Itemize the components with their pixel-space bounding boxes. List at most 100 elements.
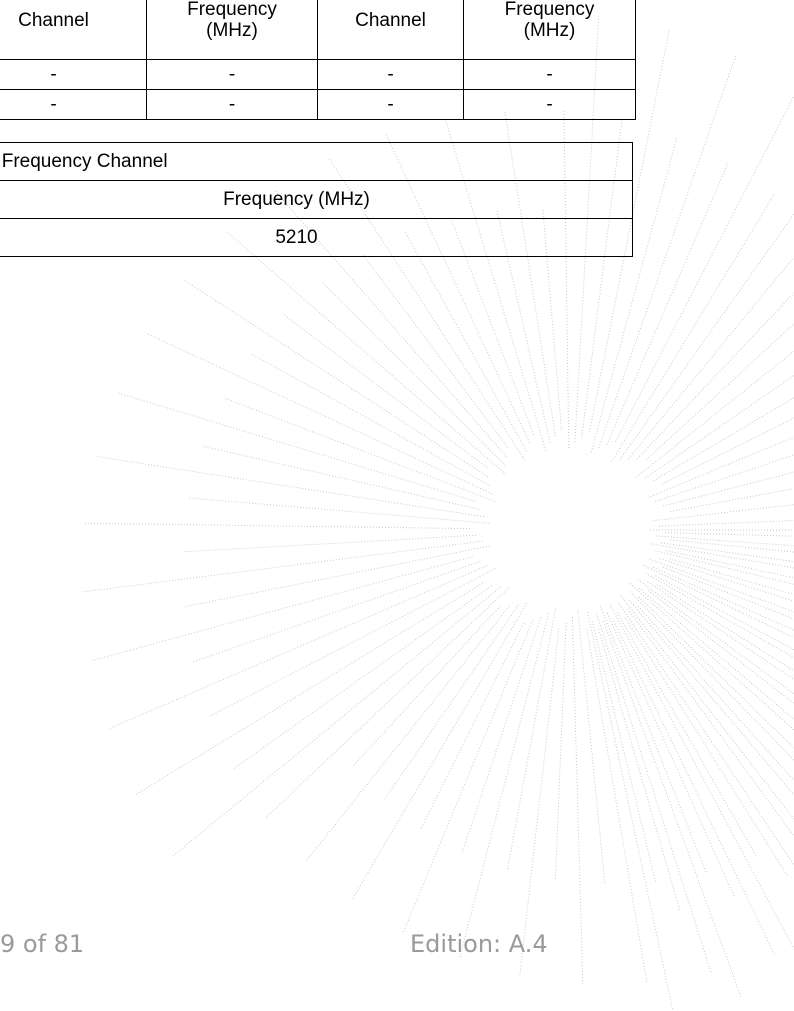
sunburst-ray — [664, 532, 794, 537]
sunburst-ray — [644, 374, 794, 479]
sunburst-ray — [649, 558, 794, 613]
table-cell: - — [317, 89, 464, 120]
sunburst-ray — [203, 445, 480, 510]
sunburst-ray — [542, 209, 562, 430]
sunburst-ray — [320, 280, 506, 467]
sunburst-ray — [462, 617, 542, 852]
sunburst-ray — [636, 292, 794, 460]
sunburst-ray — [652, 504, 794, 522]
sunburst-ray — [90, 556, 473, 662]
sunburst-ray — [670, 488, 794, 512]
sunburst-ray — [189, 497, 490, 524]
sunburst-ray — [590, 137, 678, 453]
table-cell: - — [463, 89, 636, 120]
page-number: 9 of 81 — [0, 930, 85, 958]
sunburst-ray — [351, 602, 528, 901]
sunburst-ray — [146, 332, 493, 495]
header-frequency-2: Frequency (MHz) — [463, 0, 636, 60]
sunburst-ray — [226, 231, 507, 475]
carrier-frequency-value: 5210 — [0, 218, 633, 257]
table-cell: - — [146, 59, 318, 90]
sunburst-ray — [591, 621, 657, 883]
sunburst-ray — [670, 539, 794, 553]
sunburst-ray — [627, 608, 794, 838]
sunburst-ray — [84, 522, 471, 530]
sunburst-ray — [606, 161, 729, 445]
sunburst-ray — [636, 350, 794, 478]
sunburst-ray — [646, 323, 794, 460]
table-header-row: Channel Frequency (MHz) Channel Frequenc… — [0, 0, 636, 60]
sunburst-ray — [402, 620, 533, 933]
table-row: 5210 — [0, 218, 633, 257]
sunburst-ray — [496, 210, 551, 444]
sunburst-ray — [645, 572, 794, 659]
sunburst-ray — [662, 566, 794, 620]
sunburst-ray — [404, 232, 527, 452]
table-header-row: Frequency (MHz) — [0, 180, 633, 219]
sunburst-ray — [283, 314, 488, 468]
sunburst-ray — [265, 587, 510, 818]
sunburst-ray — [420, 622, 525, 829]
sunburst-ray — [614, 94, 794, 443]
edition-label: Edition: A.4 — [410, 930, 548, 958]
sunburst-ray — [652, 566, 794, 631]
sunburst-ray — [554, 622, 567, 881]
sunburst-ray — [577, 610, 606, 886]
sunburst-ray — [624, 617, 788, 876]
sunburst-ray — [655, 550, 794, 585]
sunburst-ray — [182, 278, 488, 478]
sunburst-ray — [637, 579, 794, 695]
sunburst-ray — [655, 575, 794, 651]
sunburst-ray — [171, 586, 501, 858]
header-channel-1: Channel — [0, 0, 147, 60]
sunburst-ray — [655, 454, 794, 502]
channel-frequency-table: Channel Frequency (MHz) Channel Frequenc… — [0, 0, 636, 120]
sunburst-ray — [629, 591, 794, 761]
header-frequency-1: Frequency (MHz) — [146, 0, 318, 60]
sunburst-ray — [616, 612, 757, 856]
sunburst-ray — [661, 417, 794, 485]
sunburst-ray — [504, 110, 556, 437]
sunburst-ray — [602, 620, 743, 999]
sunburst-ray — [581, 120, 623, 437]
carrier-frequency-header: Frequency (MHz) — [0, 180, 633, 219]
table-cell: - — [463, 59, 636, 90]
sunburst-ray — [647, 590, 794, 705]
sunburst-ray — [653, 397, 794, 482]
sunburst-ray — [209, 567, 497, 717]
sunburst-ray — [665, 550, 794, 579]
sunburst-ray — [598, 54, 737, 449]
sunburst-ray — [596, 613, 713, 975]
sunburst-ray — [613, 620, 776, 956]
sunburst-ray — [638, 596, 794, 749]
sunburst-ray — [571, 616, 584, 984]
sunburst-ray — [659, 558, 794, 602]
sunburst-ray — [361, 253, 509, 449]
sunburst-ray — [182, 534, 477, 553]
sunburst-ray — [598, 628, 681, 911]
table-cell: - — [0, 59, 147, 90]
sunburst-ray — [647, 436, 794, 499]
table-row: - - - - — [0, 59, 636, 90]
sunburst-ray — [563, 110, 570, 449]
sunburst-ray — [305, 605, 510, 862]
sunburst-ray — [638, 587, 794, 720]
sunburst-ray — [117, 392, 476, 502]
sunburst-ray — [96, 456, 485, 518]
sunburst-ray — [647, 581, 794, 681]
sunburst-ray — [611, 192, 776, 462]
sunburst-ray — [352, 605, 501, 767]
sunburst-ray — [251, 353, 490, 486]
sunburst-ray — [620, 595, 794, 820]
sunburst-ray — [224, 397, 496, 502]
sunburst-ray — [459, 613, 549, 959]
sunburst-ray — [444, 117, 547, 451]
table-cell: - — [0, 89, 147, 120]
table-title-row: rier Frequency Channel — [0, 142, 633, 181]
carrier-frequency-table: rier Frequency Channel Frequency (MHz) 5… — [0, 142, 633, 257]
sunburst-ray — [669, 558, 794, 596]
sunburst-ray — [656, 584, 794, 672]
sunburst-ray — [627, 256, 794, 460]
sunburst-ray — [507, 608, 556, 870]
table-cell: - — [146, 89, 318, 120]
